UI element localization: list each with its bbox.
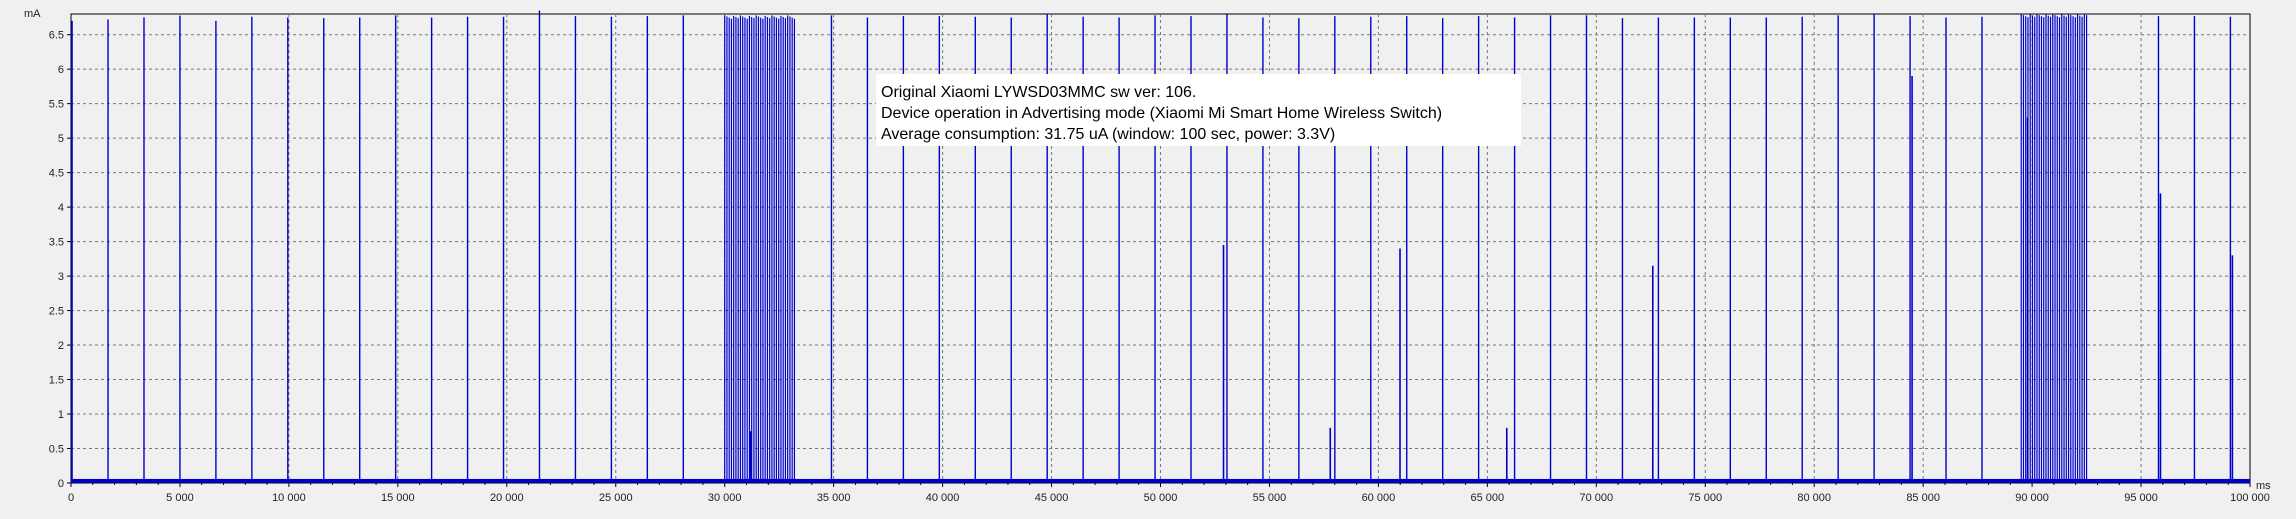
- y-unit-label: mA: [24, 8, 41, 20]
- series-layer: [71, 10, 2250, 483]
- x-tick-label: 80 000: [1797, 492, 1831, 504]
- x-tick-label: 100 000: [2230, 492, 2270, 504]
- annotation-background: [876, 74, 1521, 146]
- x-tick-label: 90 000: [2015, 492, 2049, 504]
- x-tick-label: 40 000: [926, 492, 960, 504]
- x-tick-label: 95 000: [2124, 492, 2158, 504]
- x-tick-label: 35 000: [817, 492, 851, 504]
- y-tick-label: 1.5: [49, 375, 64, 387]
- y-tick-label: 1: [58, 409, 64, 421]
- y-tick-label: 6: [58, 64, 64, 76]
- x-tick-label: 5 000: [166, 492, 194, 504]
- y-tick-label: 5: [58, 133, 64, 145]
- x-tick-label: 85 000: [1906, 492, 1940, 504]
- annotation-line-3: Average consumption: 31.75 uA (window: 1…: [881, 126, 1335, 143]
- tick-layer: [67, 34, 2251, 487]
- x-tick-label: 50 000: [1144, 492, 1178, 504]
- x-tick-label: 55 000: [1253, 492, 1287, 504]
- x-tick-label: 65 000: [1471, 492, 1505, 504]
- y-tick-label: 4: [58, 202, 64, 214]
- y-tick-label: 6.5: [49, 30, 64, 42]
- y-tick-label: 2: [58, 340, 64, 352]
- x-tick-label: 45 000: [1035, 492, 1069, 504]
- x-tick-label: 60 000: [1362, 492, 1396, 504]
- annotation-box: Original Xiaomi LYWSD03MMC sw ver: 106. …: [876, 74, 1521, 146]
- x-tick-label: 15 000: [381, 492, 415, 504]
- y-tick-label: 5.5: [49, 99, 64, 111]
- annotation-line-2: Device operation in Advertising mode (Xi…: [881, 105, 1442, 122]
- baseline-noise: [71, 478, 2250, 483]
- x-tick-label: 70 000: [1579, 492, 1613, 504]
- y-tick-label: 4.5: [49, 168, 64, 180]
- x-tick-label: 30 000: [708, 492, 742, 504]
- x-tick-label: 10 000: [272, 492, 306, 504]
- x-tick-label: 25 000: [599, 492, 633, 504]
- x-tick-label: 0: [68, 492, 74, 504]
- y-tick-label: 2.5: [49, 306, 64, 318]
- y-tick-label: 0.5: [49, 444, 64, 456]
- annotation-line-1: Original Xiaomi LYWSD03MMC sw ver: 106.: [881, 84, 1196, 101]
- x-tick-label: 75 000: [1688, 492, 1722, 504]
- x-tick-label: 20 000: [490, 492, 524, 504]
- x-unit-label: ms: [2256, 480, 2271, 492]
- y-tick-label: 0: [58, 478, 64, 490]
- y-tick-label: 3.5: [49, 237, 64, 249]
- y-tick-label: 3: [58, 271, 64, 283]
- label-layer: 0 0.5 1 1.5 2 2.5 3 3.5 4 4.5 5 5.5 6 6.5 0 5 000 10 000…: [49, 30, 2270, 504]
